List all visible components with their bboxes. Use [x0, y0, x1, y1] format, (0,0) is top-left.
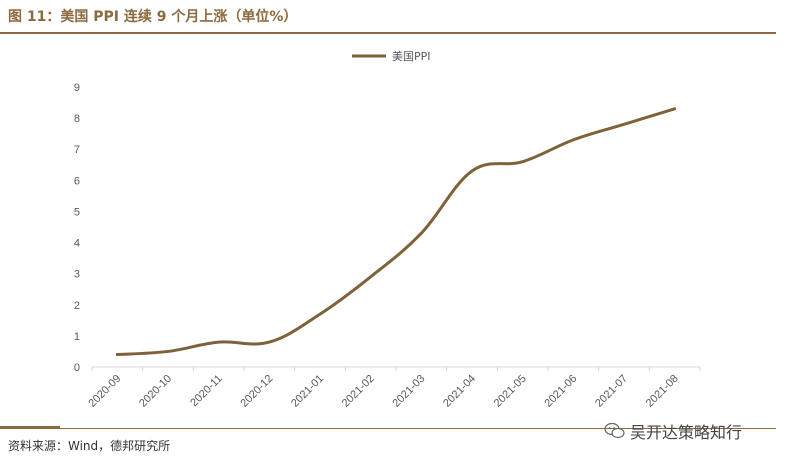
y-tick-label: 1	[74, 331, 80, 343]
y-tick-label: 0	[74, 362, 80, 374]
y-tick-label: 3	[74, 269, 80, 281]
y-tick-label: 7	[74, 144, 80, 156]
figure-title: 图 11：美国 PPI 连续 9 个月上涨（单位%）	[8, 9, 298, 25]
x-tick-label: 2021-05	[492, 373, 529, 410]
y-tick-label: 4	[74, 238, 80, 250]
source-note: 资料来源：Wind，德邦研究所	[8, 439, 171, 453]
top-divider	[0, 32, 776, 34]
x-tick-label: 2021-06	[542, 373, 579, 410]
x-tick-label: 2020-10	[137, 373, 174, 410]
x-tick-label: 2021-01	[289, 373, 326, 410]
watermark: 吴开达策略知行	[604, 419, 742, 443]
x-tick-label: 2021-02	[340, 373, 377, 410]
bottom-divider	[0, 428, 776, 429]
y-tick-label: 8	[74, 113, 80, 125]
y-tick-label: 2	[74, 300, 80, 312]
y-tick-label: 5	[74, 206, 80, 218]
wechat-icon	[604, 422, 625, 439]
y-tick-label: 6	[74, 175, 80, 187]
y-tick-label: 9	[74, 82, 80, 94]
x-tick-label: 2020-09	[86, 373, 123, 410]
y-axis: 0 1 2 3 4 5 6 7 8 9	[74, 82, 80, 374]
x-tick-label: 2021-03	[390, 373, 427, 410]
x-tick-label: 2021-08	[644, 373, 681, 410]
watermark-text: 吴开达策略知行	[630, 423, 743, 442]
x-axis: 2020-09 2020-10 2020-11 2020-12 2021-01 2021-…	[86, 366, 701, 410]
bottom-divider-accent	[0, 426, 60, 429]
x-tick-label: 2021-04	[441, 373, 478, 410]
x-tick-label: 2020-11	[188, 373, 224, 409]
plot-area	[115, 107, 677, 357]
legend: 美国PPI	[352, 50, 431, 63]
series-line-us-ppi	[115, 107, 677, 357]
legend-label: 美国PPI	[392, 50, 431, 63]
x-tick-label: 2021-07	[593, 373, 630, 410]
x-tick-label: 2020-12	[238, 373, 275, 410]
